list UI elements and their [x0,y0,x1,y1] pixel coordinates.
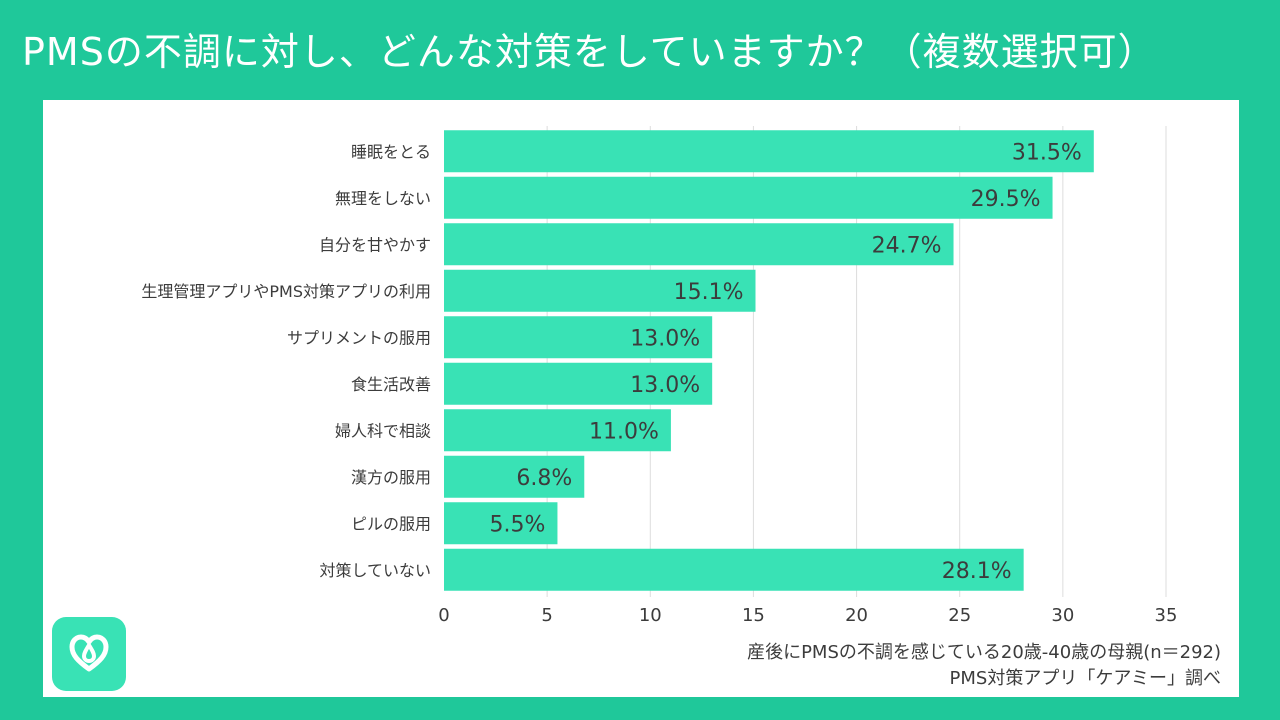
bar [444,130,1094,173]
bar [444,269,756,312]
source-note: 産後にPMSの不調を感じている20歳-40歳の母親(n＝292) PMS対策アプ… [747,640,1221,692]
category-label: サプリメントの服用 [287,328,431,347]
value-label: 31.5% [1012,140,1082,165]
x-tick-label: 20 [845,605,868,626]
bar [444,316,713,359]
value-label: 6.8% [516,466,572,491]
x-tick-label: 30 [1051,605,1074,626]
category-label: 対策していない [319,561,431,580]
chart-panel: 睡眠をとる無理をしない自分を甘やかす生理管理アプリやPMS対策アプリの利用サプリ… [43,100,1239,697]
source-line-1: 産後にPMSの不調を感じている20歳-40歳の母親(n＝292) [747,642,1221,663]
x-tick-label: 35 [1155,605,1178,626]
category-label: 漢方の服用 [351,468,431,487]
category-label: 婦人科で相談 [335,421,431,440]
bar [444,176,1053,219]
value-label: 13.0% [630,373,700,398]
value-label: 5.5% [490,512,546,537]
x-axis-ticks: 0 5 10 15 20 25 30 35 [438,605,1177,626]
category-label: 無理をしない [335,189,431,208]
bar [444,409,671,452]
value-label: 15.1% [674,280,744,305]
category-label: 睡眠をとる [351,142,431,161]
category-label: ピルの服用 [351,514,431,533]
category-label: 自分を甘やかす [319,235,431,254]
category-label: 生理管理アプリやPMS対策アプリの利用 [141,282,431,301]
x-tick-label: 25 [948,605,971,626]
category-labels: 睡眠をとる無理をしない自分を甘やかす生理管理アプリやPMS対策アプリの利用サプリ… [141,142,431,580]
bar [444,502,558,545]
bars [444,130,1094,591]
source-line-2: PMS対策アプリ「ケアミー」調べ [949,668,1221,689]
category-label: 食生活改善 [351,375,431,394]
value-labels: 31.5% 29.5% 24.7% 15.1% 13.0% 13.0% 11.0% 6.8% 5… [490,140,1082,584]
value-label: 11.0% [589,419,659,444]
app-logo [52,617,126,691]
value-label: 24.7% [872,233,942,258]
heart-drop-icon [69,634,109,672]
x-tick-label: 15 [742,605,765,626]
page-title: PMSの不調に対し、どんな対策をしていますか？（複数選択可） [22,30,1157,74]
bar [444,455,585,498]
bar [444,362,713,405]
x-tick-label: 5 [541,605,552,626]
bar-chart: 睡眠をとる無理をしない自分を甘やかす生理管理アプリやPMS対策アプリの利用サプリ… [141,126,1177,626]
bar [444,548,1024,591]
value-label: 28.1% [942,559,1012,584]
value-label: 13.0% [630,326,700,351]
x-tick-label: 0 [438,605,449,626]
bar [444,223,954,266]
value-label: 29.5% [971,187,1041,212]
x-tick-label: 10 [639,605,662,626]
